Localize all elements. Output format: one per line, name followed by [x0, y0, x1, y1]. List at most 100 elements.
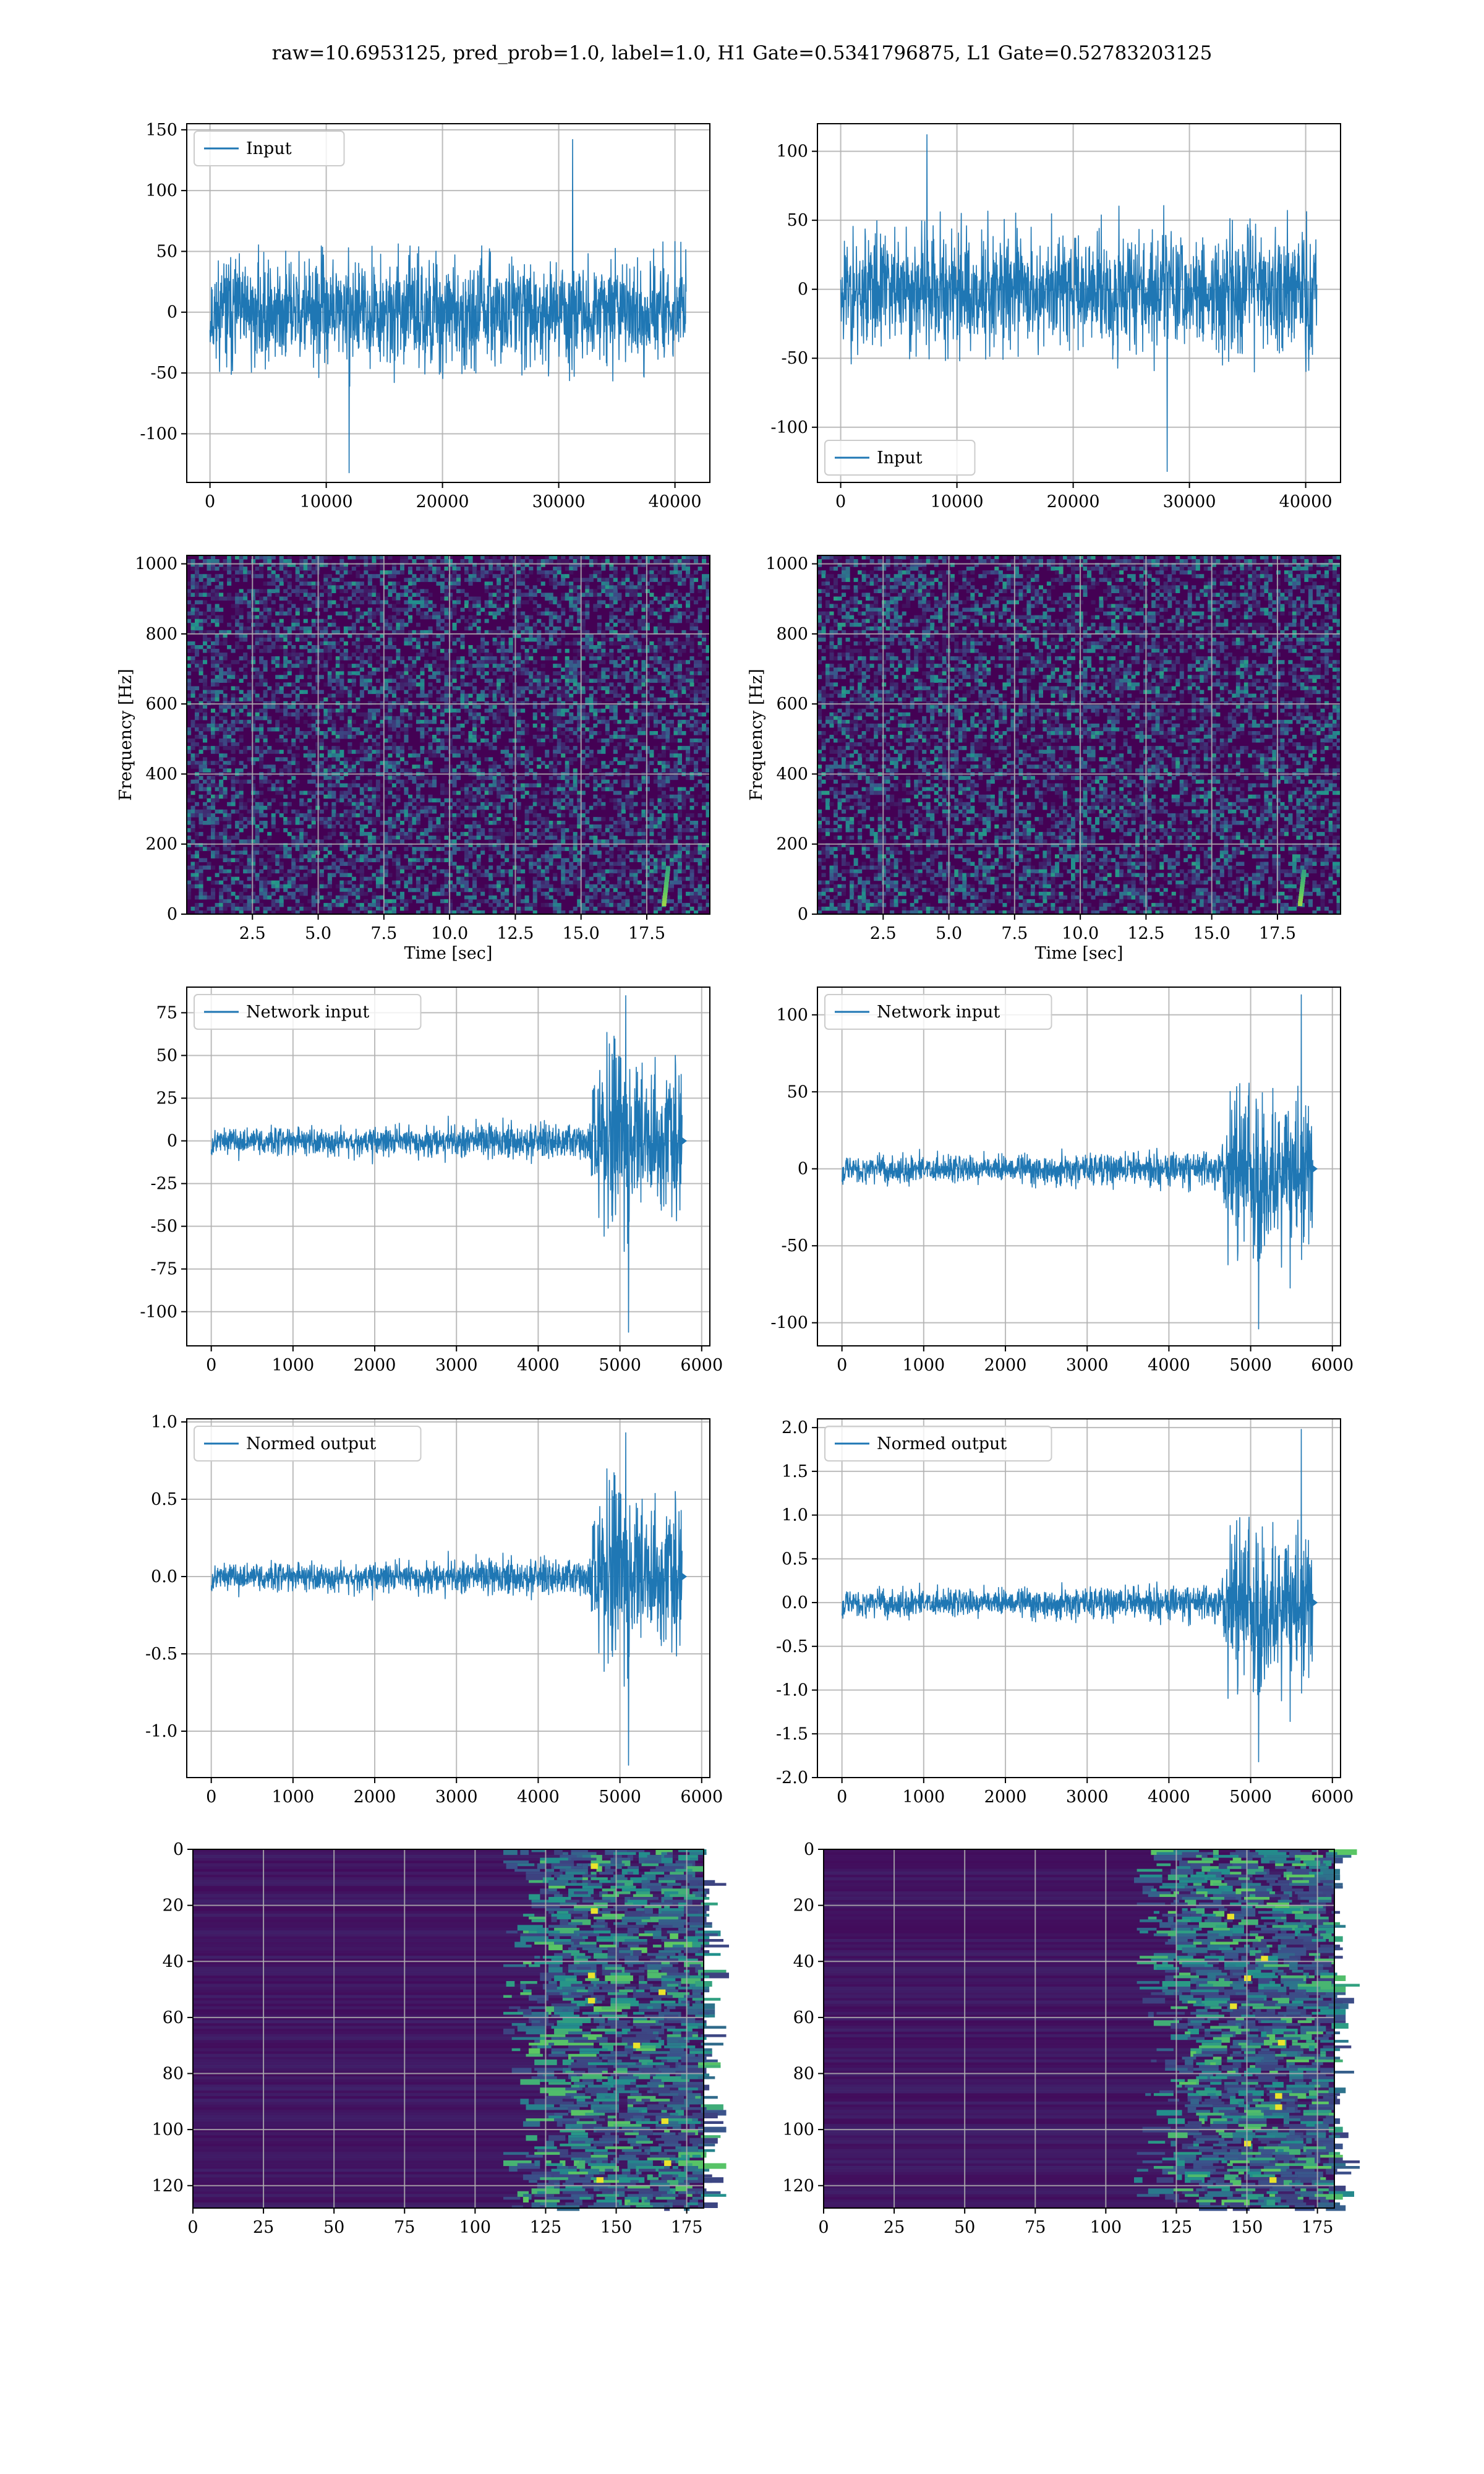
heatmap-cell	[524, 750, 529, 754]
heatmap-cell	[448, 555, 453, 560]
heatmap-cell	[521, 581, 526, 586]
heatmap-cell	[251, 555, 256, 560]
heatmap-cell	[565, 678, 569, 683]
heatmap-cell	[187, 884, 192, 889]
heatmap-cell	[399, 753, 404, 758]
heatmap-cell	[464, 626, 469, 631]
heatmap-cell	[448, 567, 453, 571]
heatmap-cell	[239, 697, 244, 702]
heatmap-cell	[569, 712, 574, 717]
heatmap-cell	[505, 813, 510, 818]
heatmap-cell	[488, 667, 493, 672]
heatmap-cell	[367, 611, 372, 616]
heatmap-cell	[283, 630, 288, 635]
heatmap-cell	[492, 585, 497, 589]
heatmap-cell	[215, 816, 220, 821]
heatmap-cell	[279, 899, 284, 904]
heatmap-cell	[327, 906, 332, 911]
heatmap-cell	[198, 821, 203, 825]
heatmap-cell	[508, 757, 513, 761]
heatmap-cell	[227, 731, 232, 735]
heatmap-cell	[187, 891, 192, 896]
heatmap-cell	[295, 656, 300, 661]
heatmap-cell	[581, 622, 586, 627]
heatmap-cell	[573, 783, 578, 788]
heatmap-cell	[239, 708, 244, 713]
heatmap-cell	[565, 891, 569, 896]
heatmap-cell	[303, 563, 308, 567]
heatmap-cell	[456, 727, 461, 732]
heatmap-cell	[275, 690, 280, 695]
heatmap-cell	[198, 750, 203, 754]
heatmap-cell	[468, 708, 473, 713]
heatmap-cell	[211, 611, 216, 616]
heatmap-cell	[195, 667, 200, 672]
heatmap-cell	[440, 719, 445, 724]
heatmap-cell	[356, 641, 360, 646]
heatmap-cell	[480, 910, 485, 915]
heatmap-cell	[448, 633, 453, 638]
heatmap-cell	[190, 876, 195, 881]
heatmap-cell	[460, 787, 465, 792]
heatmap-cell	[565, 783, 569, 788]
heatmap-cell	[215, 761, 220, 765]
heatmap-cell	[207, 630, 211, 635]
heatmap-cell	[348, 843, 352, 847]
heatmap-cell	[505, 888, 510, 892]
heatmap-cell	[267, 686, 272, 691]
heatmap-cell	[505, 910, 510, 915]
heatmap-cell	[476, 712, 481, 717]
heatmap-cell	[303, 618, 308, 623]
heatmap-cell	[391, 630, 396, 635]
heatmap-cell	[207, 836, 211, 840]
heatmap-cell	[211, 555, 216, 560]
heatmap-cell	[428, 600, 433, 605]
heatmap-cell	[243, 656, 248, 661]
heatmap-cell	[343, 567, 348, 571]
heatmap-cell	[251, 787, 256, 792]
heatmap-cell	[508, 581, 513, 586]
heatmap-cell	[283, 738, 288, 743]
heatmap-cell	[331, 731, 336, 735]
heatmap-cell	[416, 787, 420, 792]
heatmap-cell	[223, 787, 228, 792]
heatmap-cell	[424, 693, 429, 698]
heatmap-cell	[391, 750, 396, 754]
heatmap-cell	[472, 836, 477, 840]
heatmap-cell	[251, 798, 256, 803]
heatmap-cell	[291, 910, 296, 915]
heatmap-cell	[211, 768, 216, 773]
heatmap-cell	[476, 671, 481, 675]
heatmap-cell	[565, 888, 569, 892]
heatmap-cell	[367, 649, 372, 653]
heatmap-cell	[215, 660, 220, 664]
heatmap-cell	[484, 581, 489, 586]
heatmap-cell	[319, 880, 324, 885]
heatmap-cell	[569, 828, 574, 833]
heatmap-cell	[388, 622, 393, 627]
heatmap-cell	[331, 794, 336, 799]
heatmap-cell	[500, 787, 505, 792]
heatmap-cell	[548, 847, 553, 851]
heatmap-cell	[532, 869, 537, 874]
heatmap-cell	[271, 574, 276, 578]
heatmap-cell	[553, 798, 558, 803]
heatmap-cell	[343, 869, 348, 874]
heatmap-cell	[388, 708, 393, 713]
heatmap-cell	[553, 753, 558, 758]
heatmap-cell	[339, 884, 344, 889]
heatmap-cell	[529, 821, 534, 825]
heatmap-cell	[367, 701, 372, 706]
heatmap-cell	[223, 906, 228, 911]
heatmap-cell	[291, 906, 296, 911]
heatmap-cell	[428, 727, 433, 732]
heatmap-cell	[581, 555, 586, 560]
heatmap-cell	[556, 690, 561, 695]
x-tick-label: 30000	[1163, 492, 1216, 511]
heatmap-cell	[331, 764, 336, 769]
heatmap-cell	[565, 764, 569, 769]
heatmap-cell	[577, 600, 582, 605]
heatmap-cell	[440, 604, 445, 609]
heatmap-cell	[444, 667, 449, 672]
heatmap-cell	[339, 902, 344, 907]
